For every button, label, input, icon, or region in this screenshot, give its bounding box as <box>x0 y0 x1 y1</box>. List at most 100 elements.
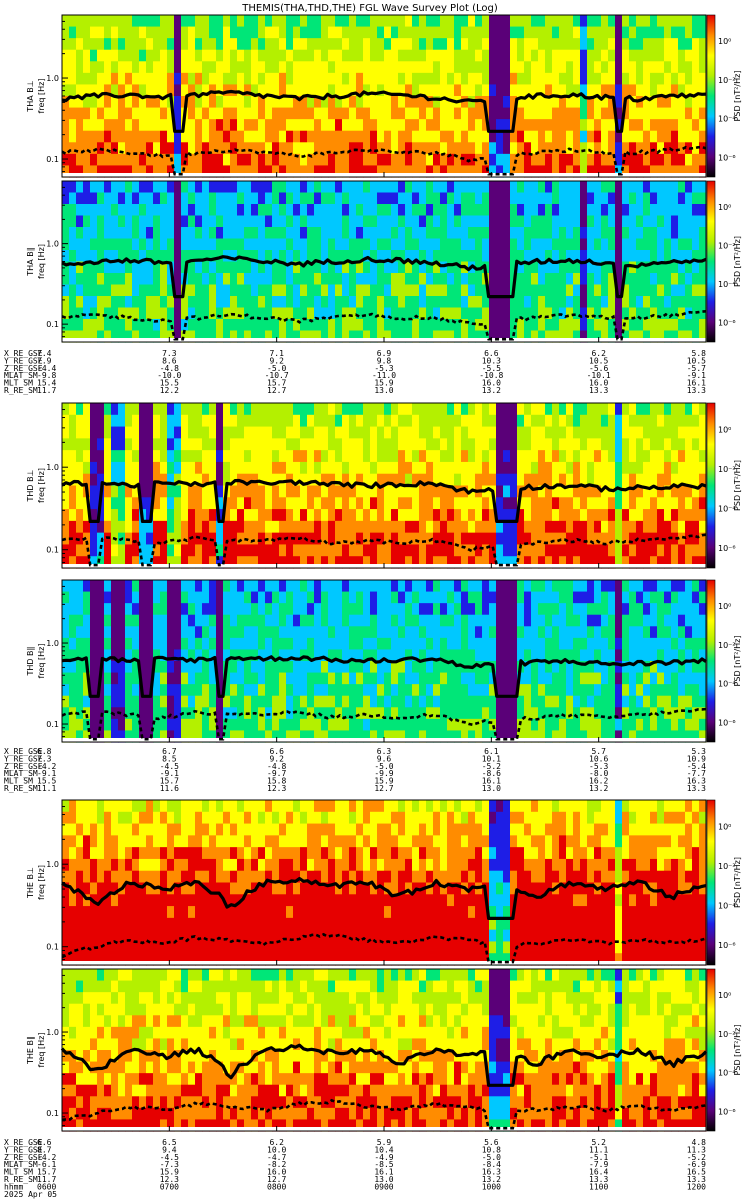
heatmap-cell <box>678 473 686 487</box>
heatmap-cell <box>216 296 224 309</box>
heatmap-cell <box>132 520 140 534</box>
heatmap-cell <box>195 718 203 732</box>
heatmap-cell <box>272 426 280 439</box>
heatmap-cell <box>216 261 224 274</box>
heatmap-cell <box>223 580 231 593</box>
heatmap-cell <box>391 215 399 228</box>
heatmap-cell <box>265 426 273 439</box>
heatmap-cell <box>699 181 707 194</box>
heatmap-cell <box>489 49 497 62</box>
heatmap-cell <box>321 520 329 534</box>
heatmap-cell <box>650 84 658 97</box>
heatmap-cell <box>265 450 273 463</box>
heatmap-cell <box>566 461 574 475</box>
heatmap-cell <box>475 296 483 309</box>
heatmap-cell <box>272 414 280 428</box>
heatmap-cell <box>293 730 301 743</box>
heatmap-cell <box>349 473 357 487</box>
heatmap-cell <box>223 107 231 120</box>
heatmap-cell <box>216 707 224 720</box>
heatmap-cell <box>587 107 595 120</box>
heatmap-cell <box>370 718 378 732</box>
heatmap-cell <box>398 319 406 332</box>
heatmap-cell <box>118 497 126 510</box>
heatmap-cell <box>377 165 385 178</box>
heatmap-cell <box>559 72 567 86</box>
heatmap-cell <box>356 614 364 627</box>
heatmap-cell <box>237 107 245 120</box>
heatmap-cell <box>356 72 364 86</box>
heatmap-cell <box>307 96 315 109</box>
heatmap-cell <box>391 637 399 651</box>
heatmap-cell <box>300 707 308 720</box>
heatmap-cell <box>601 273 609 286</box>
heatmap-cell <box>419 119 427 132</box>
heatmap-cell <box>202 509 210 522</box>
colorbar-tick-label: 10⁰ <box>718 425 731 434</box>
heatmap-cell <box>167 450 175 463</box>
heatmap-cell <box>580 72 588 86</box>
heatmap-cell <box>594 204 602 217</box>
heatmap-cell <box>90 450 98 463</box>
heatmap-cell <box>538 730 546 743</box>
heatmap-cell <box>622 61 630 74</box>
heatmap-cell <box>90 509 98 522</box>
heatmap-cell <box>307 15 315 28</box>
heatmap-cell <box>279 485 287 498</box>
heatmap-cell <box>181 153 189 167</box>
heatmap-cell <box>335 730 343 743</box>
heatmap-cell <box>440 96 448 109</box>
heatmap-cell <box>384 26 392 39</box>
heatmap-cell <box>678 556 686 569</box>
heatmap-cell <box>111 403 119 416</box>
heatmap-cell <box>587 96 595 109</box>
heatmap-cell <box>377 414 385 428</box>
heatmap-cell <box>132 450 140 463</box>
heatmap-cell <box>244 649 252 662</box>
heatmap-cell <box>433 509 441 522</box>
heatmap-cell <box>468 707 476 720</box>
heatmap-cell <box>230 26 238 39</box>
heatmap-cell <box>517 591 525 604</box>
heatmap-cell <box>391 284 399 297</box>
heatmap-cell <box>279 215 287 228</box>
heatmap-cell <box>272 181 280 194</box>
heatmap-cell <box>251 26 259 39</box>
heatmap-cell <box>314 142 322 155</box>
colorbar-tick-label: 10⁰ <box>718 37 731 46</box>
heatmap-cell <box>342 261 350 274</box>
heatmap-cell <box>111 307 119 320</box>
heatmap-cell <box>580 181 588 194</box>
heatmap-cell <box>482 38 490 51</box>
heatmap-cell <box>76 626 84 639</box>
heatmap-cell <box>104 556 112 569</box>
heatmap-cell <box>181 637 189 651</box>
heatmap-cell <box>559 49 567 62</box>
heatmap-cell <box>412 153 420 167</box>
heatmap-cell <box>125 626 133 639</box>
heatmap-cell <box>307 307 315 320</box>
heatmap-cell <box>615 15 623 28</box>
heatmap-cell <box>391 661 399 674</box>
heatmap-cell <box>391 532 399 546</box>
heatmap-cell <box>657 473 665 487</box>
heatmap-cell <box>328 261 336 274</box>
heatmap-cell <box>125 730 133 743</box>
heatmap-cell <box>356 730 364 743</box>
heatmap-cell <box>671 532 679 546</box>
heatmap-cell <box>356 520 364 534</box>
heatmap-cell <box>608 153 616 167</box>
heatmap-cell <box>377 330 385 343</box>
heatmap-cell <box>370 637 378 651</box>
heatmap-cell <box>62 718 70 732</box>
heatmap-cell <box>496 626 504 639</box>
heatmap-cell <box>111 556 119 569</box>
heatmap-cell <box>83 204 91 217</box>
heatmap-cell <box>118 414 126 428</box>
heatmap-cell <box>363 461 371 475</box>
heatmap-cell <box>405 296 413 309</box>
heatmap-cell <box>531 591 539 604</box>
heatmap-cell <box>244 238 252 251</box>
heatmap-cell <box>524 473 532 487</box>
heatmap-cell <box>524 672 532 685</box>
